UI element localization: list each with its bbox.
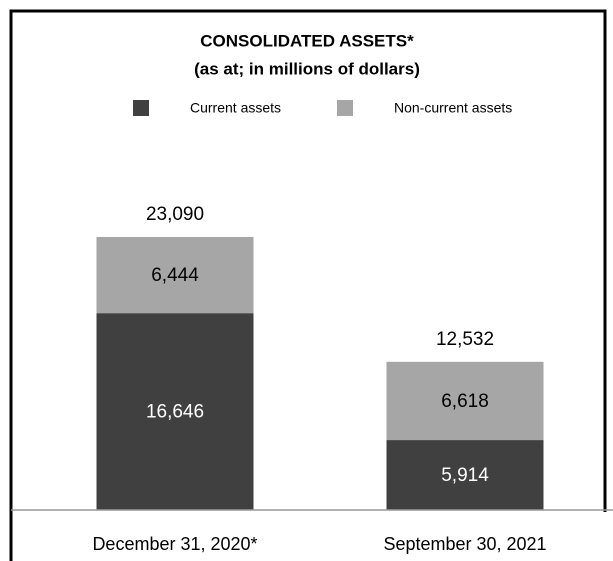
value-label: 6,444 <box>151 265 199 286</box>
x-tick-label: September 30, 2021 <box>383 534 546 554</box>
total-label: 12,532 <box>436 329 494 350</box>
legend-swatch <box>337 100 353 116</box>
bar-segment <box>386 440 544 510</box>
legend-label: Non-current assets <box>394 100 512 116</box>
legend-label: Current assets <box>190 100 281 116</box>
chart-title: CONSOLIDATED ASSETS* <box>200 31 414 50</box>
bar-segment <box>96 313 254 510</box>
bar-segment <box>96 236 254 314</box>
bar-segment <box>386 361 544 441</box>
value-label: 6,618 <box>441 391 489 412</box>
legend-swatch <box>133 100 149 116</box>
value-label: 5,914 <box>441 465 489 486</box>
total-label: 23,090 <box>146 204 204 225</box>
frame <box>9 9 607 561</box>
value-label: 16,646 <box>146 402 204 423</box>
x-tick-label: December 31, 2020* <box>92 534 257 554</box>
chart-subtitle: (as at; in millions of dollars) <box>194 59 420 78</box>
